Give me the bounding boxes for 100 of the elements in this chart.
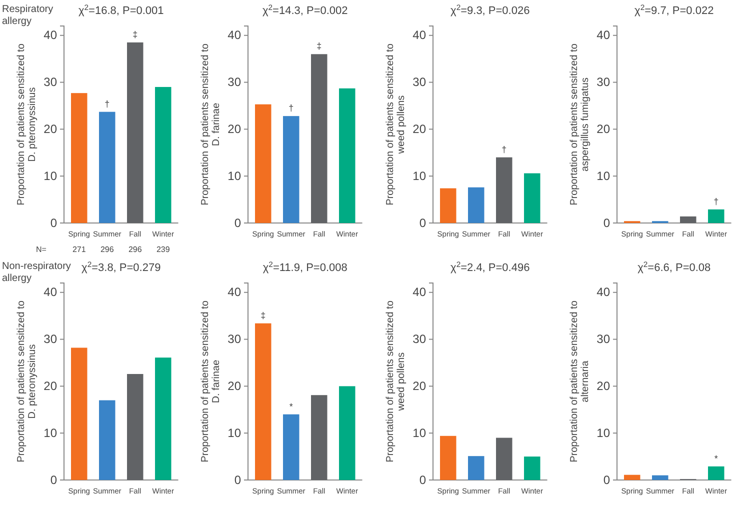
y-axis-title: Proportation of patients sensitized to D. farinae bbox=[200, 300, 222, 462]
annotation: † bbox=[501, 144, 506, 154]
y-axis-title: Proportation of patients sensitized to weed pollens bbox=[384, 43, 406, 206]
bar bbox=[311, 54, 328, 223]
y-tick-label: 20 bbox=[228, 122, 242, 136]
bar bbox=[155, 86, 172, 223]
y-tick-label: 40 bbox=[44, 285, 58, 300]
bar bbox=[624, 474, 640, 480]
text: Respiratory allergy bbox=[2, 4, 54, 27]
y-tick-label: 0 bbox=[50, 216, 58, 230]
bar bbox=[99, 112, 116, 223]
y-tick-label: 0 bbox=[418, 216, 426, 230]
bar bbox=[127, 42, 144, 223]
bar bbox=[440, 436, 456, 480]
y-tick-label: 10 bbox=[596, 426, 610, 440]
y-tick-label: 30 bbox=[596, 332, 610, 346]
bar bbox=[440, 188, 456, 223]
bar bbox=[680, 216, 696, 223]
y-tick-label: 20 bbox=[228, 379, 242, 394]
y-tick-label: 30 bbox=[44, 75, 58, 90]
y-axis-title: Proportation of patients sensitized to D. pteronyssinus bbox=[16, 43, 38, 206]
chart-title: χ$^{2}$=14.3, P=0.002 bbox=[262, 2, 348, 17]
annotation: ‡ bbox=[316, 41, 322, 52]
annotation: † bbox=[288, 103, 294, 114]
chart-title: χ$^{2}$=6.6, P=0.08 bbox=[637, 260, 710, 274]
y-tick-label: 10 bbox=[412, 168, 426, 183]
y-axis-title: Proportation of patients sensitized to D. farinae bbox=[200, 43, 222, 206]
bar bbox=[127, 374, 144, 480]
annotation: ‡ bbox=[260, 310, 266, 320]
text: 296 bbox=[128, 245, 142, 254]
y-axis-title: Proportation of patients sensitized to alternaria bbox=[568, 300, 591, 462]
y-tick-label: 40 bbox=[228, 28, 242, 42]
text: 239 bbox=[156, 245, 170, 254]
annotation: † bbox=[104, 98, 110, 109]
y-tick-label: 10 bbox=[44, 168, 58, 183]
y-tick-label: 10 bbox=[44, 426, 58, 440]
y-tick-label: 20 bbox=[44, 122, 58, 136]
chart-title: χ$^{2}$=3.8, P=0.279 bbox=[82, 260, 161, 274]
y-tick-label: 0 bbox=[234, 216, 242, 230]
chart-title: χ$^{2}$=2.4, P=0.496 bbox=[450, 260, 530, 274]
y-tick-label: 40 bbox=[596, 28, 610, 42]
y-tick-label: 40 bbox=[44, 28, 58, 42]
bar bbox=[468, 187, 484, 223]
bar bbox=[311, 395, 328, 480]
annotation: * bbox=[714, 453, 718, 464]
y-tick-label: 20 bbox=[596, 122, 610, 136]
y-tick-label: 20 bbox=[412, 122, 426, 136]
bar bbox=[71, 348, 88, 480]
y-tick-label: 30 bbox=[412, 332, 426, 346]
y-tick-label: 30 bbox=[44, 332, 58, 346]
annotation: * bbox=[290, 401, 294, 412]
bar bbox=[339, 386, 356, 480]
y-tick-label: 10 bbox=[596, 168, 610, 183]
text: N= bbox=[36, 245, 47, 254]
chart-title: χ$^{2}$=11.9, P=0.008 bbox=[263, 260, 348, 274]
bar bbox=[255, 104, 272, 223]
y-tick-label: 30 bbox=[412, 75, 426, 90]
y-tick-label: 20 bbox=[596, 379, 610, 394]
y-tick-label: 0 bbox=[603, 216, 610, 230]
y-tick-label: 40 bbox=[412, 28, 426, 42]
y-tick-label: 10 bbox=[228, 426, 242, 440]
bar bbox=[468, 456, 484, 480]
chart-title: χ$^{2}$=9.7, P=0.022 bbox=[634, 2, 714, 17]
y-axis-title: Proportation of patients sensitized to weed pollens bbox=[384, 300, 406, 462]
y-tick-label: 40 bbox=[412, 285, 426, 300]
y-tick-label: 20 bbox=[44, 379, 58, 394]
y-tick-label: 10 bbox=[228, 168, 242, 183]
annotation: Non-respiratory allergy bbox=[2, 261, 71, 284]
y-tick-label: 0 bbox=[234, 472, 242, 487]
bar bbox=[155, 358, 172, 480]
y-tick-label: 0 bbox=[50, 472, 58, 487]
bar bbox=[71, 93, 88, 223]
y-tick-label: 40 bbox=[596, 285, 610, 300]
bar bbox=[255, 323, 272, 480]
text: 271 bbox=[72, 245, 86, 254]
y-tick-label: 0 bbox=[603, 472, 610, 487]
y-tick-label: 30 bbox=[596, 75, 610, 90]
y-tick-label: 0 bbox=[418, 472, 426, 487]
bar bbox=[496, 438, 512, 480]
y-axis-title: Proportation of patients sensitized to aspergillus fumigatus bbox=[568, 43, 591, 206]
bar bbox=[708, 209, 724, 223]
y-tick-label: 10 bbox=[412, 426, 426, 440]
bar bbox=[652, 475, 668, 480]
bar bbox=[524, 456, 540, 480]
y-tick-label: 40 bbox=[228, 285, 242, 300]
y-tick-label: 20 bbox=[412, 379, 426, 394]
text: 296 bbox=[100, 245, 114, 254]
bar bbox=[524, 173, 540, 223]
chart-title: χ$^{2}$=9.3, P=0.026 bbox=[450, 2, 530, 17]
bar bbox=[283, 116, 300, 223]
annotation: ‡ bbox=[132, 29, 138, 40]
bar bbox=[283, 414, 300, 480]
annotation: † bbox=[713, 196, 718, 206]
bar bbox=[99, 400, 116, 480]
bar bbox=[496, 157, 512, 223]
chart-title: χ$^{2}$=16.8, P=0.001 bbox=[78, 2, 164, 17]
bar bbox=[339, 88, 356, 223]
y-tick-label: 30 bbox=[228, 75, 242, 90]
bar bbox=[708, 466, 724, 480]
y-axis-title: Proportation of patients sensitized to D. pteronyssinus bbox=[16, 300, 38, 462]
